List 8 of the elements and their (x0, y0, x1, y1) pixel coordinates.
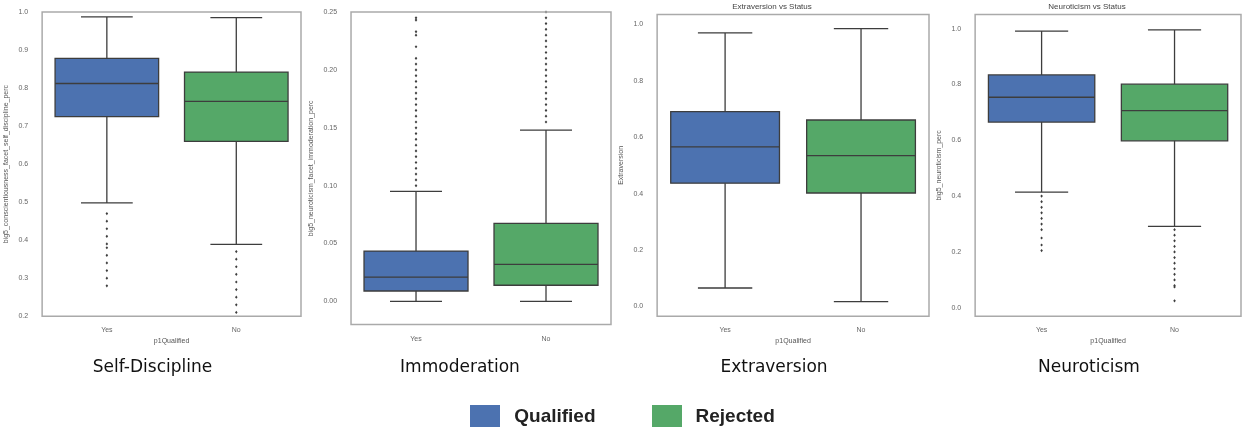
legend-label: Qualified (514, 405, 596, 427)
legend-label: Rejected (695, 405, 775, 427)
text: Immoderation (399, 356, 521, 376)
chart-title: Extraversion vs Status (732, 2, 812, 11)
text: Self-Discipline (91, 356, 214, 376)
text: Extraversion (719, 356, 829, 376)
chart-title: Neuroticism vs Status (1048, 2, 1126, 11)
text: Neuroticism (1037, 356, 1141, 376)
